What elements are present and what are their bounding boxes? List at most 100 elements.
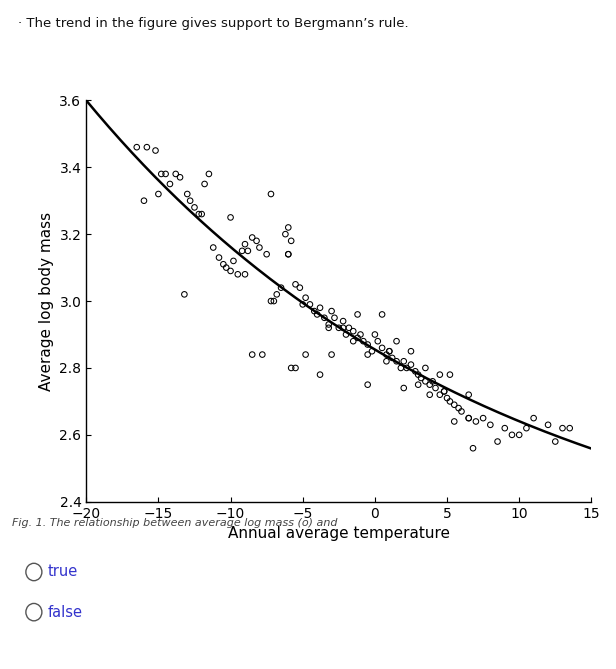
Point bbox=[425, 379, 435, 390]
Point bbox=[156, 169, 166, 179]
Point bbox=[225, 212, 235, 223]
Point bbox=[175, 172, 185, 183]
Point bbox=[240, 269, 250, 280]
Point bbox=[262, 249, 272, 260]
Point bbox=[507, 429, 517, 440]
Point bbox=[247, 232, 257, 243]
Point bbox=[522, 423, 532, 434]
Point bbox=[402, 363, 411, 373]
Point bbox=[233, 269, 243, 280]
Point bbox=[283, 249, 293, 260]
Y-axis label: Average log body mass: Average log body mass bbox=[39, 211, 54, 391]
Point bbox=[190, 202, 200, 213]
Point bbox=[384, 346, 394, 357]
Point bbox=[324, 319, 334, 330]
Point bbox=[229, 256, 238, 266]
Point bbox=[514, 429, 524, 440]
Point bbox=[334, 322, 344, 333]
Point bbox=[326, 349, 336, 360]
Point bbox=[464, 413, 474, 423]
Point bbox=[237, 246, 247, 256]
Text: false: false bbox=[48, 605, 83, 619]
Point bbox=[363, 339, 373, 350]
Point bbox=[392, 356, 402, 367]
Point bbox=[413, 369, 423, 380]
Point bbox=[247, 349, 257, 360]
Point bbox=[399, 383, 408, 393]
Point bbox=[359, 336, 368, 347]
Point bbox=[165, 179, 175, 189]
Point bbox=[421, 376, 431, 387]
Point bbox=[291, 363, 301, 373]
Point bbox=[485, 419, 495, 430]
Point bbox=[338, 322, 348, 333]
Point bbox=[367, 346, 377, 357]
Point bbox=[439, 386, 449, 397]
Point bbox=[352, 309, 362, 320]
Point bbox=[243, 246, 253, 256]
Point bbox=[132, 142, 142, 153]
Point bbox=[295, 282, 305, 293]
Point bbox=[363, 379, 373, 390]
Point bbox=[428, 376, 437, 387]
Point bbox=[478, 413, 488, 423]
Point bbox=[355, 329, 365, 340]
Point bbox=[225, 266, 235, 276]
Point bbox=[439, 386, 449, 397]
Point bbox=[330, 312, 339, 323]
Point bbox=[529, 413, 538, 423]
Point bbox=[344, 322, 354, 333]
Point bbox=[425, 389, 435, 400]
Point bbox=[341, 329, 351, 340]
Point bbox=[214, 252, 224, 263]
Point bbox=[272, 289, 282, 300]
Point bbox=[298, 299, 307, 310]
Point bbox=[200, 179, 209, 189]
Point bbox=[381, 356, 391, 367]
Point bbox=[363, 349, 373, 360]
Point bbox=[219, 259, 229, 270]
Point bbox=[280, 229, 290, 240]
Point bbox=[384, 346, 394, 357]
Point bbox=[315, 369, 325, 380]
Point bbox=[266, 296, 276, 306]
Point bbox=[320, 312, 330, 323]
Point bbox=[269, 296, 279, 306]
Point bbox=[410, 366, 420, 377]
Point bbox=[471, 416, 481, 427]
Point bbox=[283, 249, 293, 260]
Point bbox=[464, 413, 474, 423]
Point bbox=[240, 239, 250, 250]
Point bbox=[276, 282, 286, 293]
Point bbox=[185, 195, 195, 206]
Text: · The trend in the figure gives support to Bergmann’s rule.: · The trend in the figure gives support … bbox=[18, 17, 409, 29]
Point bbox=[373, 336, 383, 347]
Text: true: true bbox=[48, 565, 78, 579]
Point bbox=[315, 302, 325, 313]
Point bbox=[326, 306, 336, 316]
Point bbox=[464, 389, 474, 400]
Point bbox=[500, 423, 509, 434]
Point bbox=[435, 389, 445, 400]
Point bbox=[348, 336, 358, 347]
Point bbox=[377, 343, 387, 353]
Point bbox=[312, 309, 322, 320]
Point bbox=[197, 209, 206, 219]
Point bbox=[305, 299, 315, 310]
Point bbox=[453, 403, 463, 413]
Point bbox=[291, 279, 301, 290]
Point bbox=[543, 419, 553, 430]
Point bbox=[413, 379, 423, 390]
Point bbox=[392, 336, 402, 347]
Point bbox=[182, 189, 192, 199]
Point bbox=[557, 423, 567, 434]
Point bbox=[399, 356, 408, 367]
Point bbox=[254, 242, 264, 253]
X-axis label: Annual average temperature: Annual average temperature bbox=[228, 526, 450, 541]
Point bbox=[416, 373, 426, 383]
Point bbox=[442, 393, 452, 403]
Point bbox=[565, 423, 575, 434]
Point bbox=[445, 369, 455, 380]
Point bbox=[381, 349, 391, 360]
Point bbox=[431, 383, 440, 393]
